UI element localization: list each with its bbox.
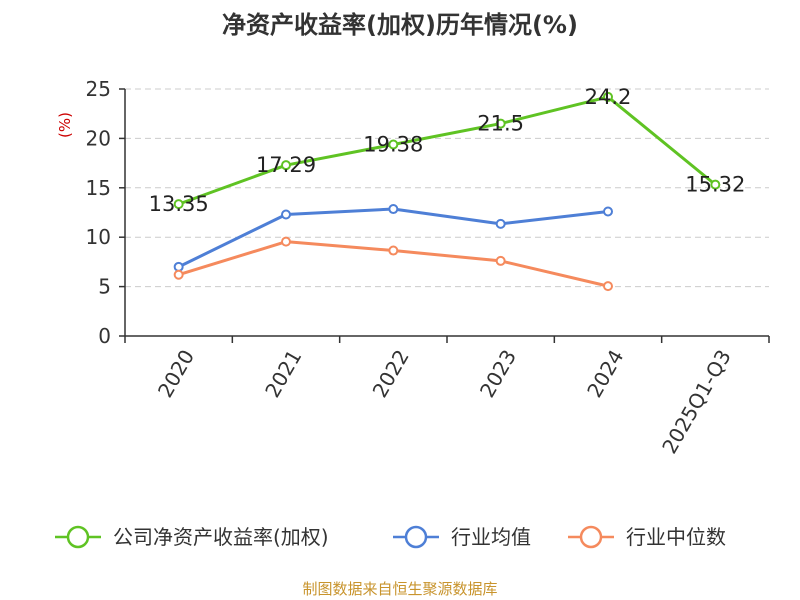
legend-marker bbox=[404, 525, 428, 549]
x-tick-label: 2020 bbox=[153, 346, 199, 402]
data-label: 21.5 bbox=[477, 112, 524, 136]
data-point bbox=[495, 218, 506, 229]
data-label: 13.35 bbox=[149, 192, 209, 216]
y-tick-label: 10 bbox=[86, 225, 111, 249]
series-line bbox=[178, 207, 609, 269]
data-point bbox=[388, 245, 399, 256]
y-tick-label: 15 bbox=[86, 176, 111, 200]
chart-title: 净资产收益率(加权)历年情况(%) bbox=[222, 11, 578, 39]
data-point bbox=[281, 236, 291, 247]
series-lines bbox=[173, 91, 721, 292]
data-point bbox=[281, 209, 291, 220]
legend-label: 公司净资产收益率(加权) bbox=[113, 525, 329, 549]
x-tick-label: 2021 bbox=[260, 346, 306, 402]
data-point bbox=[603, 91, 613, 102]
source-footer: 制图数据来自恒生聚源数据库 bbox=[302, 580, 497, 598]
data-point bbox=[173, 199, 184, 210]
y-tick-label: 25 bbox=[86, 77, 111, 101]
axes: 0 5 10 15 20 25 2020 2021 2022 2023 2024 2025Q1-Q3 bbox=[86, 77, 770, 458]
x-tick-label: 2022 bbox=[368, 346, 414, 402]
data-point bbox=[173, 261, 184, 272]
y-tick-label: 0 bbox=[98, 324, 111, 348]
legend: 公司净资产收益率(加权) 行业均值 行业中位数 bbox=[55, 525, 726, 549]
legend-label: 行业均值 bbox=[451, 525, 531, 549]
legend-label: 行业中位数 bbox=[626, 525, 726, 549]
data-point bbox=[281, 160, 291, 171]
data-label: 17.29 bbox=[256, 153, 316, 177]
y-tick-label: 5 bbox=[98, 275, 111, 299]
x-tick-label: 2025Q1-Q3 bbox=[657, 346, 736, 458]
data-point bbox=[603, 281, 613, 292]
data-point bbox=[388, 139, 399, 150]
series-line bbox=[178, 95, 717, 206]
y-tick-label: 20 bbox=[86, 126, 111, 150]
x-tick-label: 2023 bbox=[475, 345, 521, 401]
gridlines bbox=[125, 88, 769, 288]
data-point bbox=[173, 269, 184, 280]
data-label: 24.2 bbox=[585, 85, 632, 109]
data-point bbox=[388, 204, 399, 215]
data-point bbox=[603, 206, 613, 217]
data-label: 15.32 bbox=[685, 173, 745, 197]
legend-marker bbox=[66, 525, 90, 549]
data-point bbox=[710, 179, 721, 190]
data-point bbox=[495, 255, 506, 266]
data-point bbox=[495, 118, 506, 129]
data-label: 19.38 bbox=[363, 133, 423, 157]
y-axis-label: (%) bbox=[56, 112, 74, 138]
legend-marker bbox=[579, 525, 603, 549]
data-labels: 13.35 17.29 19.38 21.5 24.2 15.32 bbox=[149, 85, 746, 216]
x-tick-label: 2024 bbox=[582, 346, 628, 402]
